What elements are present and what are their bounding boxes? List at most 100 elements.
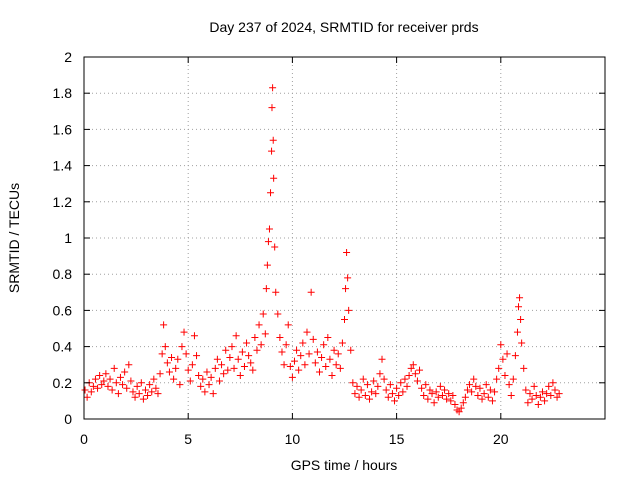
data-point bbox=[330, 346, 338, 354]
data-point bbox=[374, 382, 382, 390]
data-point bbox=[518, 339, 526, 347]
data-point bbox=[449, 391, 457, 399]
data-point bbox=[290, 357, 298, 365]
y-tick-label: 1.6 bbox=[53, 121, 73, 137]
data-point bbox=[334, 350, 342, 358]
data-point bbox=[391, 397, 399, 405]
data-point bbox=[516, 294, 524, 302]
data-point bbox=[81, 386, 89, 394]
data-point bbox=[332, 361, 340, 369]
data-point bbox=[268, 104, 276, 112]
y-tick-label: 0.8 bbox=[53, 266, 73, 282]
data-point bbox=[110, 364, 118, 372]
data-point bbox=[176, 381, 184, 389]
data-point bbox=[303, 328, 311, 336]
data-point bbox=[366, 395, 374, 403]
data-point bbox=[152, 384, 160, 392]
data-point bbox=[424, 395, 432, 403]
data-point bbox=[112, 379, 120, 387]
data-point bbox=[195, 372, 203, 380]
data-point bbox=[403, 382, 411, 390]
data-point bbox=[509, 375, 517, 383]
y-tick-label: 2 bbox=[64, 49, 72, 65]
data-point bbox=[528, 395, 536, 403]
data-point bbox=[158, 350, 166, 358]
data-point bbox=[484, 393, 492, 401]
data-point bbox=[401, 375, 409, 383]
data-point bbox=[141, 386, 149, 394]
y-tick-label: 0.4 bbox=[53, 339, 73, 355]
data-point bbox=[463, 386, 471, 394]
data-point bbox=[146, 381, 154, 389]
data-point bbox=[89, 382, 97, 390]
data-point bbox=[426, 386, 434, 394]
data-point bbox=[251, 334, 259, 342]
data-point bbox=[249, 366, 257, 374]
data-point bbox=[197, 382, 205, 390]
data-point bbox=[245, 352, 253, 360]
data-point bbox=[343, 248, 351, 256]
data-point bbox=[253, 346, 261, 354]
data-point bbox=[269, 84, 277, 92]
data-point bbox=[488, 397, 496, 405]
data-point bbox=[174, 355, 182, 363]
data-point bbox=[170, 375, 178, 383]
data-point bbox=[522, 386, 530, 394]
data-point bbox=[139, 395, 147, 403]
data-point bbox=[393, 384, 401, 392]
data-point bbox=[430, 399, 438, 407]
data-point bbox=[353, 382, 361, 390]
x-axis-ticks: 0 5 10 15 20 bbox=[80, 57, 509, 447]
data-point bbox=[355, 393, 363, 401]
data-point bbox=[493, 375, 501, 383]
data-point bbox=[470, 375, 478, 383]
data-point bbox=[119, 381, 127, 389]
data-point bbox=[507, 391, 515, 399]
data-point bbox=[395, 391, 403, 399]
data-point bbox=[133, 382, 141, 390]
data-point bbox=[388, 390, 396, 398]
data-point bbox=[234, 355, 242, 363]
data-point bbox=[468, 388, 476, 396]
data-point bbox=[121, 368, 129, 376]
data-point bbox=[274, 310, 282, 318]
data-point bbox=[361, 391, 369, 399]
data-point bbox=[284, 321, 292, 329]
data-point bbox=[445, 390, 453, 398]
data-point bbox=[96, 372, 104, 380]
data-point bbox=[220, 370, 228, 378]
data-point bbox=[309, 335, 317, 343]
data-point bbox=[399, 388, 407, 396]
data-point bbox=[543, 390, 551, 398]
data-point bbox=[359, 375, 367, 383]
data-point bbox=[288, 373, 296, 381]
data-point bbox=[363, 381, 371, 389]
data-point bbox=[154, 390, 162, 398]
data-point bbox=[313, 348, 321, 356]
data-point bbox=[457, 404, 465, 412]
data-point bbox=[259, 310, 267, 318]
data-point bbox=[255, 321, 263, 329]
data-point bbox=[480, 390, 488, 398]
data-point bbox=[228, 343, 236, 351]
data-point bbox=[511, 352, 519, 360]
data-point bbox=[341, 315, 348, 323]
data-point bbox=[420, 391, 428, 399]
y-axis-ticks: 0 0.2 0.4 0.6 0.8 1 1.2 1.4 1.6 1.8 2 bbox=[53, 49, 605, 427]
data-point bbox=[247, 359, 255, 367]
data-point bbox=[311, 359, 319, 367]
data-point bbox=[236, 372, 244, 380]
data-point bbox=[243, 339, 251, 347]
data-point bbox=[98, 381, 106, 389]
data-point bbox=[530, 382, 538, 390]
data-point bbox=[211, 364, 219, 372]
data-point bbox=[474, 391, 482, 399]
data-point bbox=[495, 364, 503, 372]
data-point bbox=[201, 388, 209, 396]
data-point bbox=[307, 288, 315, 296]
data-point bbox=[240, 363, 248, 371]
data-point bbox=[405, 372, 413, 380]
data-point bbox=[272, 288, 280, 296]
data-point bbox=[342, 285, 350, 293]
